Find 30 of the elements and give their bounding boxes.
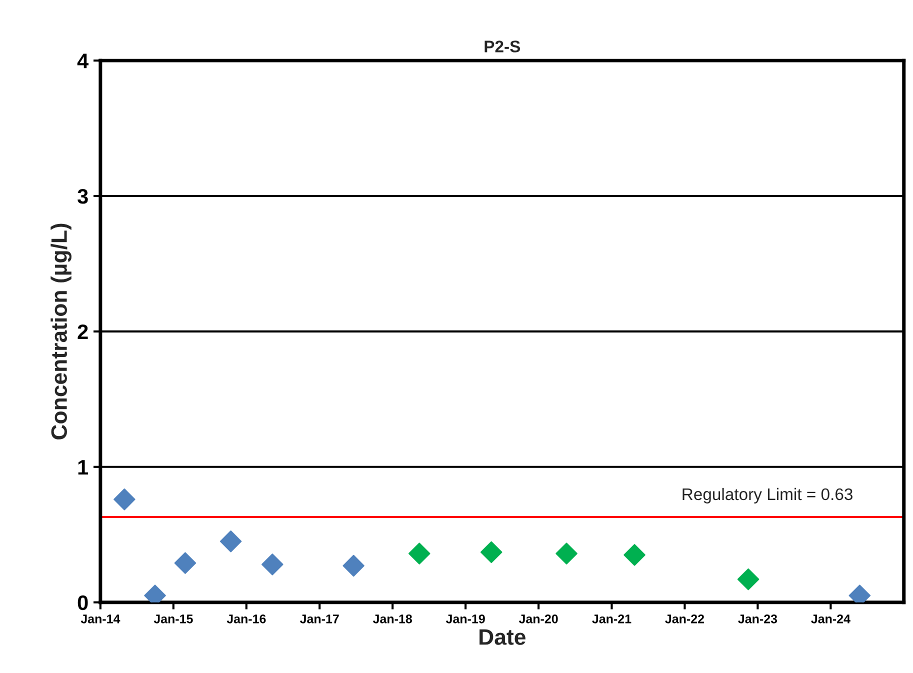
x-tick-label: Jan-15 — [154, 614, 193, 624]
x-tick-label: Jan-23 — [738, 614, 778, 624]
y-tick-label: 1 — [78, 460, 88, 474]
point — [624, 544, 646, 566]
x-axis-title: Date — [480, 629, 526, 645]
y-tick-label: 0 — [78, 595, 88, 610]
point — [262, 554, 284, 576]
y-axis-title: Concentration (µg/L) — [50, 224, 72, 440]
ref-line-label: Regulatory Limit = 0.63 — [682, 488, 852, 504]
point — [737, 568, 760, 590]
x-tick-label: Jan-16 — [226, 614, 266, 624]
chart-title: P2-S — [484, 40, 520, 52]
y-tick-label: 3 — [78, 189, 88, 204]
point — [114, 488, 136, 510]
point — [408, 542, 430, 564]
x-tick-label: Jan-21 — [592, 614, 632, 624]
x-tick-label: Jan-22 — [665, 614, 704, 624]
point — [174, 552, 196, 574]
point — [220, 530, 242, 552]
y-tick-label: 4 — [77, 54, 89, 68]
x-tick-label: Jan-17 — [300, 614, 339, 624]
point — [480, 541, 502, 564]
x-tick-label: Jan-24 — [811, 614, 850, 624]
point — [342, 554, 364, 577]
x-tick-label: Jan-20 — [518, 614, 558, 624]
x-tick-label: Jan-14 — [80, 614, 120, 624]
x-tick-label: Jan-19 — [446, 614, 485, 624]
y-tick-label: 2 — [78, 324, 88, 339]
point — [556, 542, 578, 564]
x-tick-label: Jan-18 — [372, 614, 412, 624]
